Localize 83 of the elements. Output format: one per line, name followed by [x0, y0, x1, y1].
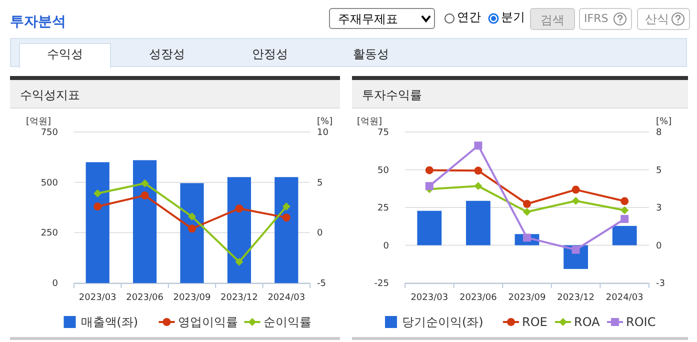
bar — [612, 226, 637, 246]
point — [188, 224, 196, 233]
bar — [133, 160, 157, 283]
legend-label: 매출액(좌) — [80, 315, 138, 329]
chart-title: 투자수익률 — [362, 88, 422, 102]
point — [140, 191, 149, 200]
point — [572, 196, 580, 205]
y2-axis-title: [%] — [656, 117, 672, 127]
text: 성장성 — [148, 46, 186, 63]
x-tick-label: 2023/12 — [220, 293, 258, 303]
point — [572, 246, 580, 254]
point — [94, 189, 102, 198]
point — [620, 214, 629, 223]
text: 검색 — [530, 8, 575, 30]
text: 연간 — [457, 9, 481, 26]
point — [523, 200, 531, 208]
x-tick-label: 2023/06 — [460, 293, 498, 303]
x-tick-label: 2023/03 — [410, 293, 448, 303]
text: 주재무제표 — [329, 8, 435, 29]
y-tick-label: 250 — [40, 228, 58, 239]
legend-label: 영업이익률 — [178, 315, 238, 329]
y2-tick-label: 3 — [656, 204, 662, 214]
point — [425, 166, 434, 174]
y-tick-label: 500 — [40, 178, 58, 188]
legend-label: 순이익률 — [263, 315, 312, 329]
text: 산식 — [645, 11, 669, 28]
bar — [466, 200, 490, 246]
y2-tick-label: -3 — [656, 279, 665, 289]
y-tick-label: 750 — [40, 128, 58, 138]
x-tick-label: 2023/06 — [126, 293, 164, 303]
legend-label: 당기순이익(좌) — [402, 315, 484, 329]
point — [620, 197, 629, 206]
point — [235, 204, 244, 213]
point — [235, 258, 244, 266]
y2-tick-label: 5 — [317, 178, 323, 188]
y2-axis-title: [%] — [317, 117, 333, 127]
bar — [274, 177, 298, 283]
point — [94, 202, 102, 210]
point — [474, 166, 482, 175]
x-tick-label: 2023/03 — [78, 293, 116, 303]
text: IFRS — [584, 12, 608, 25]
x-tick-label: 2024/03 — [606, 293, 644, 303]
y-axis-title: [억원] — [26, 117, 52, 127]
point — [523, 208, 531, 216]
y-axis-title: [억원] — [357, 117, 382, 127]
point — [474, 142, 482, 150]
point — [282, 202, 290, 210]
y-tick-label: 75 — [378, 128, 389, 138]
text: 활동성 — [352, 46, 390, 63]
bar — [417, 210, 442, 246]
y-tick-label: 25 — [378, 204, 389, 214]
legend-label: ROIC — [626, 315, 656, 329]
y2-tick-label: 5 — [656, 166, 662, 176]
text: 안정성 — [251, 46, 289, 63]
text: 투자분석 — [10, 13, 66, 31]
y-tick-label: -25 — [374, 279, 389, 289]
x-tick-label: 2023/09 — [173, 293, 211, 303]
y2-tick-label: 10 — [317, 128, 329, 138]
y-tick-label: 50 — [378, 166, 390, 176]
y2-tick-label: 8 — [656, 128, 662, 138]
chart-title: 수익성지표 — [20, 88, 80, 102]
y2-tick-label: 0 — [656, 241, 662, 252]
bar — [180, 183, 204, 283]
bar — [86, 162, 110, 283]
legend-label: ROE — [522, 315, 548, 329]
x-tick-label: 2024/03 — [268, 293, 306, 303]
y-tick-label: 0 — [52, 279, 58, 289]
point — [620, 206, 629, 214]
x-tick-label: 2023/09 — [508, 293, 546, 303]
point — [425, 182, 434, 190]
point — [188, 212, 196, 221]
point — [474, 182, 482, 190]
text: 분기 — [501, 9, 525, 26]
bar — [227, 177, 251, 283]
y2-tick-label: 0 — [317, 228, 323, 239]
y2-tick-label: -5 — [317, 279, 326, 289]
x-tick-label: 2023/12 — [557, 293, 594, 303]
y-tick-label: 0 — [383, 241, 390, 252]
text: 수익성 — [46, 46, 84, 63]
point — [282, 214, 290, 222]
point — [572, 186, 580, 194]
point — [140, 179, 149, 188]
legend-label: ROA — [574, 315, 601, 329]
